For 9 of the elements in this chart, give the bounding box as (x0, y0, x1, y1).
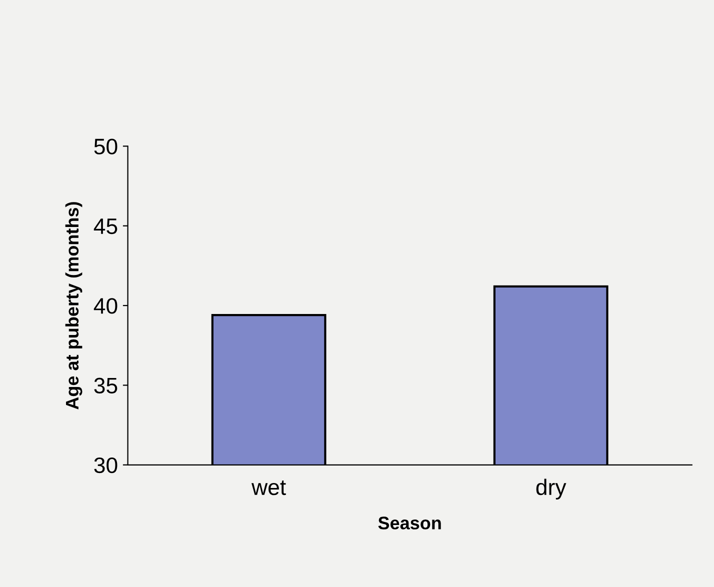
y-tick-label: 45 (94, 218, 118, 234)
y-tick-label: 50 (94, 138, 118, 154)
x-axis-title: Season (378, 516, 441, 530)
y-tick-label: 35 (94, 378, 118, 394)
y-tick-label: 40 (94, 298, 118, 314)
x-tick-label: wet (252, 480, 286, 496)
x-tick-label: dry (536, 478, 566, 500)
y-tick-label: 30 (94, 457, 118, 474)
y-axis-title: Age at puberty (months) (65, 202, 82, 410)
